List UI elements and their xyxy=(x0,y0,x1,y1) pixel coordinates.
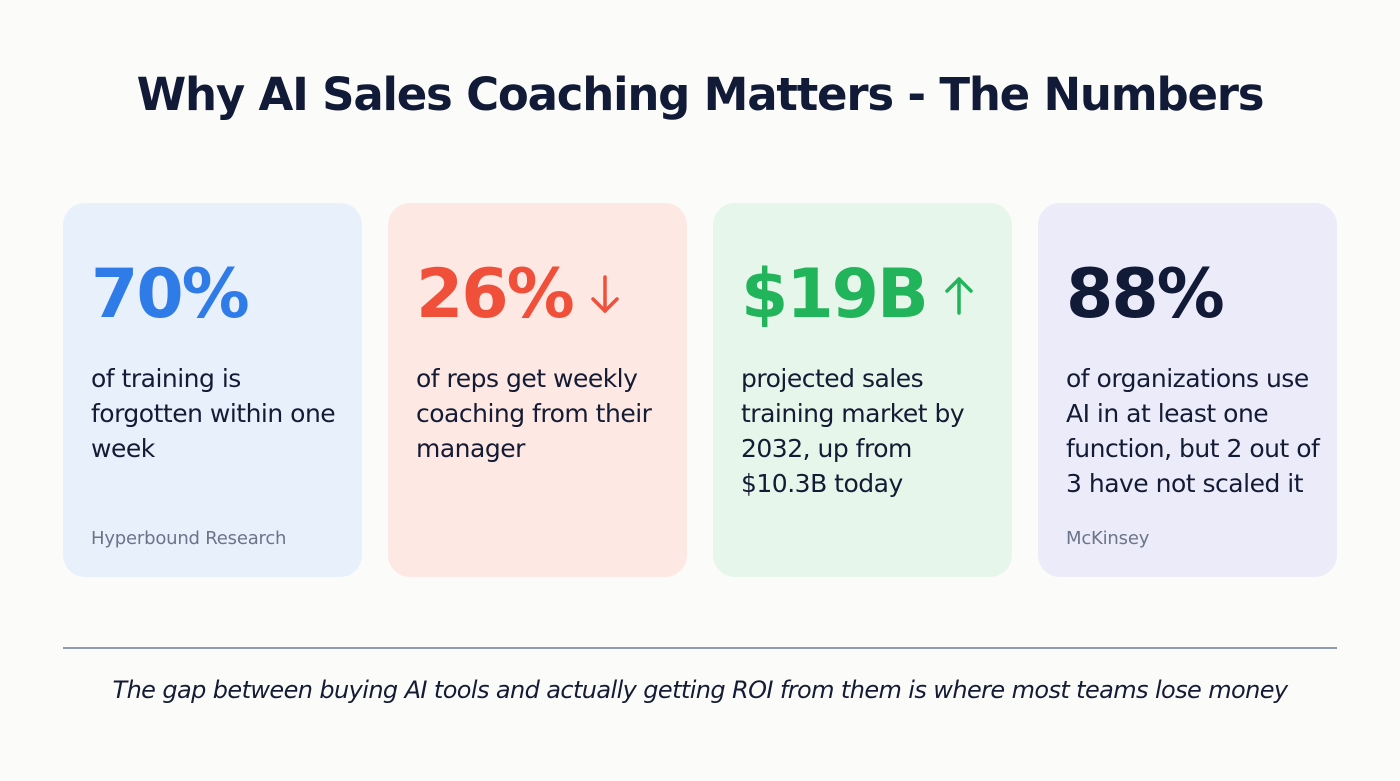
stat-row: 26% xyxy=(416,255,623,335)
page-title: Why AI Sales Coaching Matters - The Numb… xyxy=(136,68,1265,121)
stat-value: $19B xyxy=(741,255,929,334)
stat-card-training-market: $19B projected sales training market by … xyxy=(713,203,1012,577)
stat-card-ai-adoption: 88% of organizations use AI in at least … xyxy=(1038,203,1337,577)
stat-cards: 70% of training is forgotten within one … xyxy=(63,203,1337,577)
stat-row: $19B xyxy=(741,255,977,335)
stat-row: 70% xyxy=(91,255,250,335)
stat-source: Hyperbound Research xyxy=(91,528,287,549)
tagline: The gap between buying AI tools and actu… xyxy=(112,676,1289,704)
stat-value: 88% xyxy=(1066,255,1225,334)
stat-description: of training is forgotten within one week xyxy=(91,364,336,463)
stat-description: of reps get weekly coaching from their m… xyxy=(416,364,652,463)
stat-value: 70% xyxy=(91,255,250,334)
stat-source: McKinsey xyxy=(1066,528,1150,549)
stat-description: projected sales training market by 2032,… xyxy=(741,364,965,498)
stat-row: 88% xyxy=(1066,255,1225,335)
arrow-down-icon xyxy=(587,271,623,319)
divider xyxy=(63,647,1337,649)
stat-description: of organizations use AI in at least one … xyxy=(1066,364,1320,498)
stat-value: 26% xyxy=(416,255,575,334)
stat-card-training-forgotten: 70% of training is forgotten within one … xyxy=(63,203,362,577)
arrow-up-icon xyxy=(941,271,977,319)
stat-card-weekly-coaching: 26% of reps get weekly coaching from the… xyxy=(388,203,687,577)
